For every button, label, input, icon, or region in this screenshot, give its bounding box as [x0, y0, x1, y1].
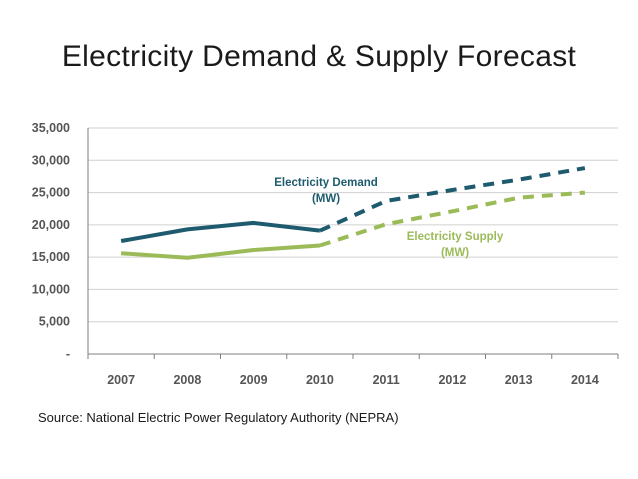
slide-title: Electricity Demand & Supply Forecast [61, 40, 577, 73]
x-tick-label: 2012 [438, 373, 466, 387]
series-annotation: (MW) [312, 193, 340, 205]
y-tick-label: 5,000 [39, 315, 70, 329]
series-line-actual [120, 220, 321, 243]
series-annotation: Electricity Supply [407, 231, 504, 243]
x-tick-label: 2007 [107, 373, 135, 387]
series-line-actual [120, 243, 321, 260]
x-tick-label: 2008 [173, 373, 201, 387]
x-tick-label: 2014 [571, 373, 599, 387]
y-tick-label: 20,000 [32, 218, 70, 232]
x-tick-label: 2010 [306, 373, 334, 387]
series-line-forecast [319, 166, 586, 233]
y-tick-label: 10,000 [32, 282, 70, 296]
y-tick-label: 35,000 [32, 121, 70, 135]
y-tick-label: 15,000 [32, 250, 70, 264]
y-tick-label: - [66, 347, 70, 361]
x-tick-label: 2013 [505, 373, 533, 387]
x-tick-label: 2011 [373, 373, 400, 387]
y-tick-label: 30,000 [32, 153, 70, 167]
series-annotation: Electricity Demand [274, 177, 378, 189]
series-annotation: (MW) [441, 247, 469, 259]
x-tick-label: 2009 [240, 373, 268, 387]
source-note: Source: National Electric Power Regulato… [38, 410, 399, 425]
y-tick-label: 25,000 [32, 186, 70, 200]
series-line-forecast [319, 190, 586, 248]
